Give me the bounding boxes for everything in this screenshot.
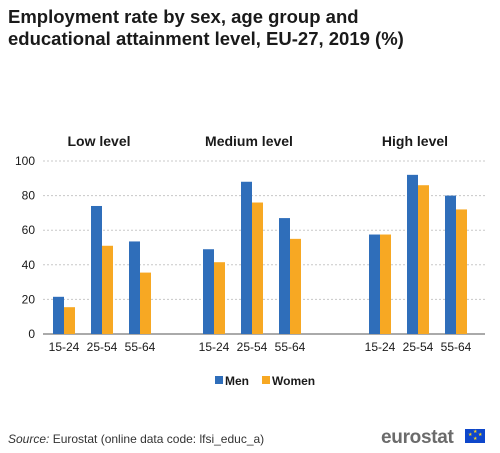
bar-women-low-25-54 (102, 245, 113, 334)
x-tick-label: 15-24 (49, 340, 80, 354)
bar-women-medium-25-54 (252, 202, 263, 334)
bar-women-medium-55-64 (290, 238, 301, 334)
y-tick-label: 100 (15, 154, 35, 168)
eurostat-logo: eurostat (381, 427, 454, 448)
chart-title: Employment rate by sex, age group and ed… (8, 6, 404, 49)
x-tick-label: 15-24 (199, 340, 230, 354)
legend-swatch-men (215, 376, 223, 384)
x-tick-label: 55-64 (275, 340, 306, 354)
source-text: Eurostat (online data code: lfsi_educ_a) (49, 432, 265, 446)
bar-men-high-25-54 (407, 174, 418, 334)
bar-women-high-15-24 (380, 234, 391, 334)
x-tick-label: 55-64 (441, 340, 472, 354)
bar-women-high-25-54 (418, 185, 429, 334)
bar-men-medium-15-24 (203, 249, 214, 334)
source-note: Source: Eurostat (online data code: lfsi… (8, 432, 264, 446)
eu-flag-icon: ★ ★ ★ ★ (465, 429, 485, 443)
x-tick-label: 25-54 (87, 340, 118, 354)
y-tick-label: 60 (22, 223, 36, 237)
bar-men-high-55-64 (445, 195, 456, 334)
group-label: Medium level (205, 133, 293, 149)
y-tick-label: 20 (22, 292, 36, 306)
source-label: Source: (8, 432, 50, 446)
x-tick-label: 25-54 (237, 340, 268, 354)
y-tick-label: 40 (22, 258, 36, 272)
bar-men-low-55-64 (129, 241, 140, 334)
bar-women-medium-15-24 (214, 262, 225, 334)
bar-men-medium-55-64 (279, 218, 290, 334)
bar-women-low-55-64 (140, 272, 151, 334)
legend-label-women: Women (272, 374, 315, 388)
group-label: Low level (67, 133, 130, 149)
group-label: High level (382, 133, 448, 149)
bar-men-low-25-54 (91, 205, 102, 334)
bar-women-high-55-64 (456, 209, 467, 334)
bar-women-low-15-24 (64, 307, 75, 334)
legend-swatch-women (262, 376, 270, 384)
y-tick-label: 80 (22, 189, 36, 203)
bar-men-high-15-24 (369, 234, 380, 334)
bar-men-medium-25-54 (241, 181, 252, 334)
bar-chart: 0 20 40 60 80 100 15-24 25-54 55-64 Low level 15-2… (15, 133, 485, 388)
legend-label-men: Men (225, 374, 249, 388)
x-tick-label: 25-54 (403, 340, 434, 354)
x-tick-label: 55-64 (125, 340, 156, 354)
y-tick-label: 0 (28, 327, 35, 341)
x-tick-label: 15-24 (365, 340, 396, 354)
bar-men-low-15-24 (53, 296, 64, 334)
